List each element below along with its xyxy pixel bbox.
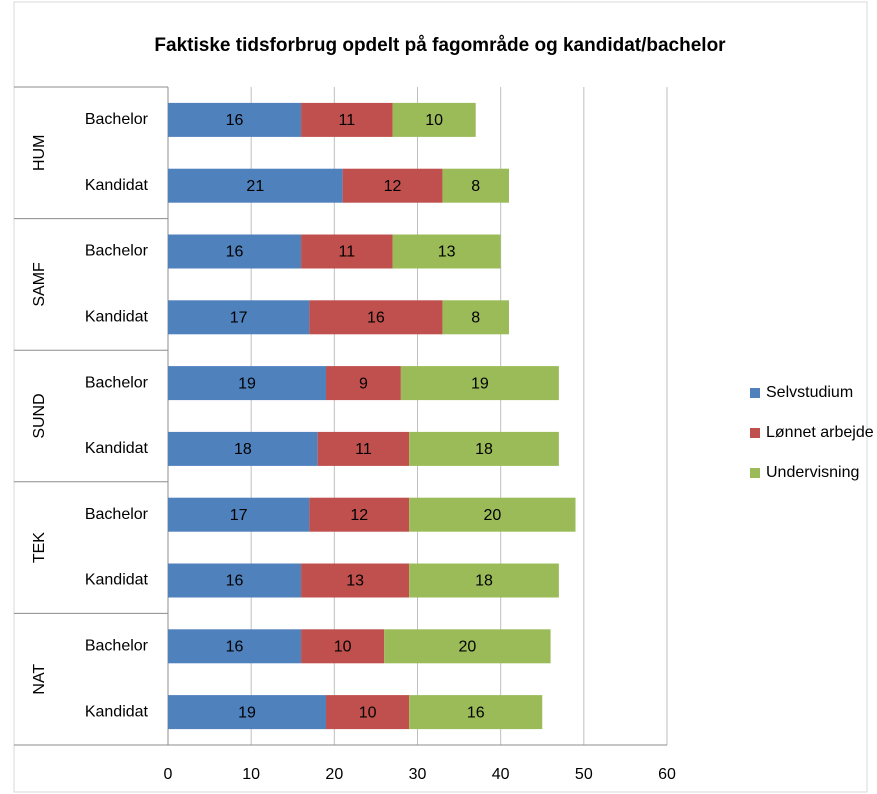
x-tick-label: 30 xyxy=(409,766,427,783)
bar-segment xyxy=(326,366,401,401)
group-label: HUM xyxy=(31,135,48,171)
data-label: 19 xyxy=(471,375,489,392)
bar-segment xyxy=(301,102,393,137)
data-label: 10 xyxy=(425,112,443,129)
y-tick-label: Kandidat xyxy=(85,309,149,326)
bar-segment xyxy=(400,366,559,401)
x-tick-label: 50 xyxy=(575,766,593,783)
data-label: 18 xyxy=(475,573,493,590)
y-tick-label: Bachelor xyxy=(85,243,149,260)
bar-segment xyxy=(168,431,318,466)
y-tick-label: Kandidat xyxy=(85,703,149,720)
x-tick-label: 0 xyxy=(164,766,173,783)
data-label: 13 xyxy=(346,573,364,590)
legend-label: Undervisning xyxy=(766,464,859,481)
group-label: NAT xyxy=(31,664,48,695)
y-tick-label: Bachelor xyxy=(85,111,149,128)
bar-segment xyxy=(168,629,302,664)
data-label: 20 xyxy=(459,639,477,656)
data-label: 9 xyxy=(359,375,368,392)
bar-segment xyxy=(168,695,327,730)
data-label: 16 xyxy=(226,244,244,261)
data-label: 16 xyxy=(226,112,244,129)
data-label: 16 xyxy=(226,573,244,590)
legend-swatch xyxy=(750,468,760,478)
data-label: 11 xyxy=(339,244,356,261)
y-tick-label: Bachelor xyxy=(85,374,149,391)
bar-segment xyxy=(409,563,559,598)
bar-segment xyxy=(409,431,559,466)
x-tick-label: 60 xyxy=(658,766,676,783)
bar-segment xyxy=(392,102,476,137)
bar-segment xyxy=(442,300,509,335)
data-label: 12 xyxy=(350,507,368,524)
bar-segment xyxy=(301,629,385,664)
bar-segment xyxy=(409,695,543,730)
bar-segment xyxy=(317,431,410,466)
legend-label: Selvstudium xyxy=(766,384,853,401)
bar-segment xyxy=(392,234,501,269)
x-tick-label: 10 xyxy=(242,766,260,783)
bar-segment xyxy=(168,300,310,335)
bar-segment xyxy=(168,563,302,598)
bar-segment xyxy=(168,366,327,401)
data-label: 11 xyxy=(355,441,372,458)
legend-swatch xyxy=(750,388,760,398)
chart-title: Faktiske tidsforbrug opdelt på fagområde… xyxy=(154,35,726,56)
data-label: 10 xyxy=(334,639,352,656)
y-tick-label: Kandidat xyxy=(85,177,149,194)
data-label: 17 xyxy=(230,507,248,524)
data-label: 17 xyxy=(230,310,248,327)
bar-segment xyxy=(168,234,302,269)
data-label: 12 xyxy=(384,178,402,195)
data-label: 8 xyxy=(471,310,480,327)
bar-segment xyxy=(301,563,410,598)
data-label: 16 xyxy=(467,704,485,721)
bar-segment xyxy=(301,234,393,269)
legend-label: Lønnet arbejde xyxy=(766,424,874,441)
data-label: 21 xyxy=(246,178,264,195)
x-tick-label: 20 xyxy=(325,766,343,783)
data-label: 16 xyxy=(367,310,385,327)
legend-swatch xyxy=(750,428,760,438)
data-label: 16 xyxy=(226,639,244,656)
group-label: TEK xyxy=(31,532,48,563)
data-label: 11 xyxy=(339,112,356,129)
bar-segment xyxy=(409,497,576,532)
x-tick-label: 40 xyxy=(492,766,510,783)
bar-segment xyxy=(309,300,443,335)
bar-segment xyxy=(342,168,443,203)
y-tick-label: Kandidat xyxy=(85,440,149,457)
y-tick-label: Kandidat xyxy=(85,572,149,589)
data-label: 18 xyxy=(475,441,493,458)
bar-segment xyxy=(384,629,551,664)
group-label: SUND xyxy=(31,393,48,438)
data-label: 13 xyxy=(438,244,456,261)
bar-segment xyxy=(442,168,509,203)
group-label: SAMF xyxy=(31,262,48,307)
bar-segment xyxy=(168,497,310,532)
data-label: 18 xyxy=(234,441,252,458)
data-label: 19 xyxy=(238,704,256,721)
data-label: 10 xyxy=(359,704,377,721)
bar-segment xyxy=(168,168,343,203)
data-label: 8 xyxy=(471,178,480,195)
data-label: 19 xyxy=(238,375,256,392)
y-tick-label: Bachelor xyxy=(85,506,149,523)
y-tick-label: Bachelor xyxy=(85,638,149,655)
data-label: 20 xyxy=(483,507,501,524)
bar-segment xyxy=(326,695,410,730)
bar-segment xyxy=(168,102,302,137)
bar-segment xyxy=(309,497,410,532)
